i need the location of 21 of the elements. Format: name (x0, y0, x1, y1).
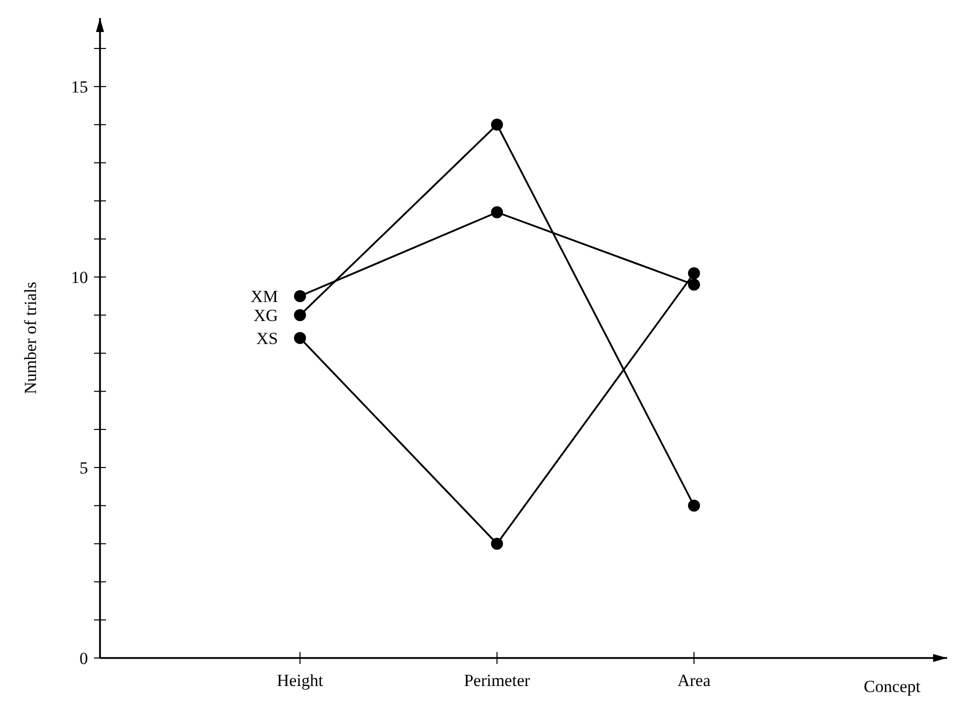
y-tick-label: 0 (80, 648, 88, 668)
point (294, 290, 306, 302)
x-tick-label: Perimeter (464, 671, 530, 690)
x-tick-label: Height (276, 671, 324, 690)
point (688, 267, 700, 280)
point (491, 118, 503, 131)
x-tick-label: Area (677, 671, 711, 690)
y-tick-label: 15 (71, 78, 88, 97)
point (688, 278, 700, 291)
point (688, 500, 700, 512)
point (491, 538, 503, 550)
x-axis-title: Concept (864, 677, 921, 696)
series-label: XG (253, 306, 278, 326)
y-tick-label: 10 (71, 268, 88, 287)
point (294, 332, 306, 344)
point (491, 206, 503, 218)
series-label: XS (256, 328, 278, 348)
y-axis-title: Number of trials (21, 282, 40, 394)
point (294, 309, 306, 322)
y-tick-label: 5 (80, 458, 88, 478)
series-label: XM (250, 287, 278, 306)
